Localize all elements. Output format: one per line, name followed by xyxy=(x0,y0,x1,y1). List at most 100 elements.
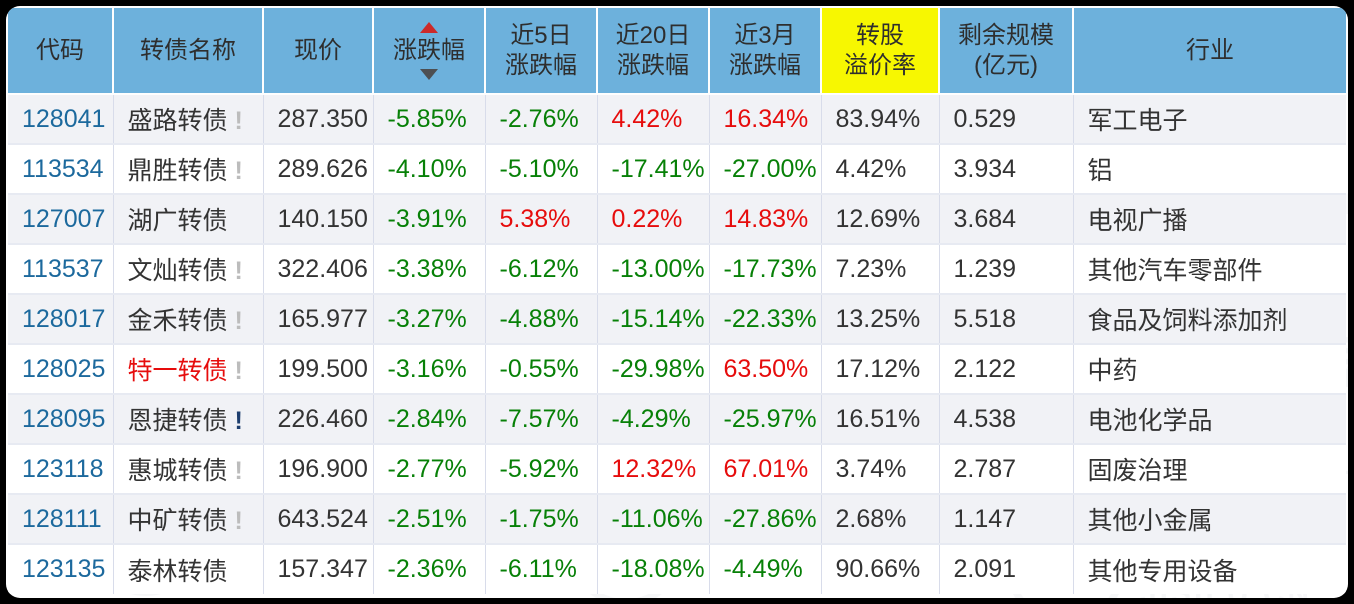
bond-name-link[interactable]: 泰林转债 xyxy=(113,543,264,594)
bond-name-link[interactable]: 盛路转债! xyxy=(113,93,264,144)
premium-cell: 7.23% xyxy=(821,243,940,294)
column-header-name[interactable]: 转债名称 xyxy=(113,8,264,95)
bond-name-link[interactable]: 恩捷转债! xyxy=(113,393,264,444)
table-row: 128017 金禾转债! 165.977 -3.27% -4.88% -15.14% -22… xyxy=(8,293,1346,344)
bond-name-text: 鼎胜转债 xyxy=(127,157,228,185)
chg20-cell: -11.06% xyxy=(597,493,710,544)
bond-name-text: 文灿转债 xyxy=(127,257,228,285)
bond-code-link[interactable]: 128025 xyxy=(8,343,114,394)
column-header-chg3m[interactable]: 近3月 涨跌幅 xyxy=(709,8,822,95)
chg3m-cell: -25.97% xyxy=(709,393,822,444)
bond-code-link[interactable]: 128111 xyxy=(8,493,114,544)
chg20-cell: 0.22% xyxy=(597,193,710,244)
bond-code-link[interactable]: 128095 xyxy=(8,393,114,444)
sort-desc-icon[interactable] xyxy=(420,68,438,80)
premium-cell: 2.68% xyxy=(821,493,940,544)
price-cell: 196.900 xyxy=(263,443,374,494)
industry-cell: 其他汽车零部件 xyxy=(1073,243,1346,294)
bond-code-link[interactable]: 123118 xyxy=(8,443,114,494)
column-header-label: 现价 xyxy=(294,36,342,64)
alert-exclamation-icon: ! xyxy=(234,257,243,285)
chg5-cell: -2.76% xyxy=(485,93,598,144)
bond-name-text: 惠城转债 xyxy=(127,457,228,485)
bond-name-link[interactable]: 惠城转债! xyxy=(113,443,264,494)
remaining-cell: 2.787 xyxy=(939,443,1074,494)
chg5-cell: -6.11% xyxy=(485,543,598,594)
remaining-cell: 1.147 xyxy=(939,493,1074,544)
bond-name-link[interactable]: 中矿转债! xyxy=(113,493,264,544)
chg5-cell: -4.88% xyxy=(485,293,598,344)
premium-cell: 12.69% xyxy=(821,193,940,244)
industry-cell: 中药 xyxy=(1073,343,1346,394)
price-cell: 157.347 xyxy=(263,543,374,594)
bond-code-link[interactable]: 128017 xyxy=(8,293,114,344)
bond-code-link[interactable]: 123135 xyxy=(8,543,114,594)
chg3m-cell: -17.73% xyxy=(709,243,822,294)
chg5-cell: 5.38% xyxy=(485,193,598,244)
sort-asc-icon[interactable] xyxy=(420,21,438,33)
column-header-remaining[interactable]: 剩余规模 (亿元) xyxy=(939,8,1074,95)
column-header-chg20[interactable]: 近20日 涨跌幅 xyxy=(597,8,710,95)
bond-name-text: 中矿转债 xyxy=(127,507,228,535)
price-cell: 226.460 xyxy=(263,393,374,444)
column-header-label: 涨跌幅 xyxy=(617,51,689,79)
chg-cell: -3.27% xyxy=(373,293,486,344)
column-header-label: 涨跌幅 xyxy=(505,51,577,79)
chg-cell: -2.51% xyxy=(373,493,486,544)
chg5-cell: -5.92% xyxy=(485,443,598,494)
chg3m-cell: -4.49% xyxy=(709,543,822,594)
premium-cell: 3.74% xyxy=(821,443,940,494)
bond-code-link[interactable]: 128041 xyxy=(8,93,114,144)
remaining-cell: 0.529 xyxy=(939,93,1074,144)
column-header-label: 近5日 xyxy=(510,21,572,49)
bond-name-link[interactable]: 金禾转债! xyxy=(113,293,264,344)
column-header-premium[interactable]: 转股 溢价率 xyxy=(821,8,940,95)
table-row: 128111 中矿转债! 643.524 -2.51% -1.75% -11.06% -27… xyxy=(8,493,1346,544)
chg3m-cell: -27.86% xyxy=(709,493,822,544)
remaining-cell: 3.684 xyxy=(939,193,1074,244)
chg5-cell: -0.55% xyxy=(485,343,598,394)
chg20-cell: -29.98% xyxy=(597,343,710,394)
chg-cell: -2.77% xyxy=(373,443,486,494)
chg3m-cell: -22.33% xyxy=(709,293,822,344)
column-header-code[interactable]: 代码 xyxy=(8,8,114,95)
column-header-price[interactable]: 现价 xyxy=(263,8,374,95)
alert-exclamation-icon: ! xyxy=(234,307,243,335)
premium-cell: 16.51% xyxy=(821,393,940,444)
column-header-label: 行业 xyxy=(1186,36,1234,64)
bond-name-link[interactable]: 文灿转债! xyxy=(113,243,264,294)
bond-code-link[interactable]: 127007 xyxy=(8,193,114,244)
column-header-chg5[interactable]: 近5日 涨跌幅 xyxy=(485,8,598,95)
price-cell: 199.500 xyxy=(263,343,374,394)
bond-name-text: 金禾转债 xyxy=(127,307,228,335)
convertible-bond-table: 代码 转债名称 现价 涨跌幅 近5日 涨跌幅 近20日 涨跌幅 近3月 涨跌幅 转股 溢价率 剩余规模(… xyxy=(8,8,1346,594)
bond-code-link[interactable]: 113537 xyxy=(8,243,114,294)
alert-exclamation-icon: ! xyxy=(234,507,243,535)
chg5-cell: -6.12% xyxy=(485,243,598,294)
column-header-label: 涨跌幅 xyxy=(393,36,465,64)
column-header-label: 溢价率 xyxy=(844,51,916,79)
chg3m-cell: 63.50% xyxy=(709,343,822,394)
chg-cell: -3.38% xyxy=(373,243,486,294)
table-row: 113537 文灿转债! 322.406 -3.38% -6.12% -13.00% -17… xyxy=(8,243,1346,294)
chg5-cell: -7.57% xyxy=(485,393,598,444)
bond-table-panel: ✦集思录JISILU.CN✦集思录JISILU.CN✦集思录JISILU.CN✦… xyxy=(6,6,1348,598)
industry-cell: 铝 xyxy=(1073,143,1346,194)
column-header-label: 转债名称 xyxy=(140,36,236,64)
column-header-industry[interactable]: 行业 xyxy=(1073,8,1346,95)
bond-name-text: 恩捷转债 xyxy=(127,407,228,435)
premium-cell: 13.25% xyxy=(821,293,940,344)
alert-exclamation-icon: ! xyxy=(234,107,243,135)
price-cell: 140.150 xyxy=(263,193,374,244)
bond-name-link[interactable]: 鼎胜转债! xyxy=(113,143,264,194)
remaining-cell: 4.538 xyxy=(939,393,1074,444)
chg3m-cell: 67.01% xyxy=(709,443,822,494)
column-header-label: 近20日 xyxy=(615,21,691,49)
bond-name-link[interactable]: 特一转债! xyxy=(113,343,264,394)
chg-cell: -3.16% xyxy=(373,343,486,394)
bond-name-link[interactable]: 湖广转债 xyxy=(113,193,264,244)
bond-code-link[interactable]: 113534 xyxy=(8,143,114,194)
alert-exclamation-icon: ! xyxy=(234,457,243,485)
column-header-chg[interactable]: 涨跌幅 xyxy=(373,8,486,95)
chg-cell: -4.10% xyxy=(373,143,486,194)
